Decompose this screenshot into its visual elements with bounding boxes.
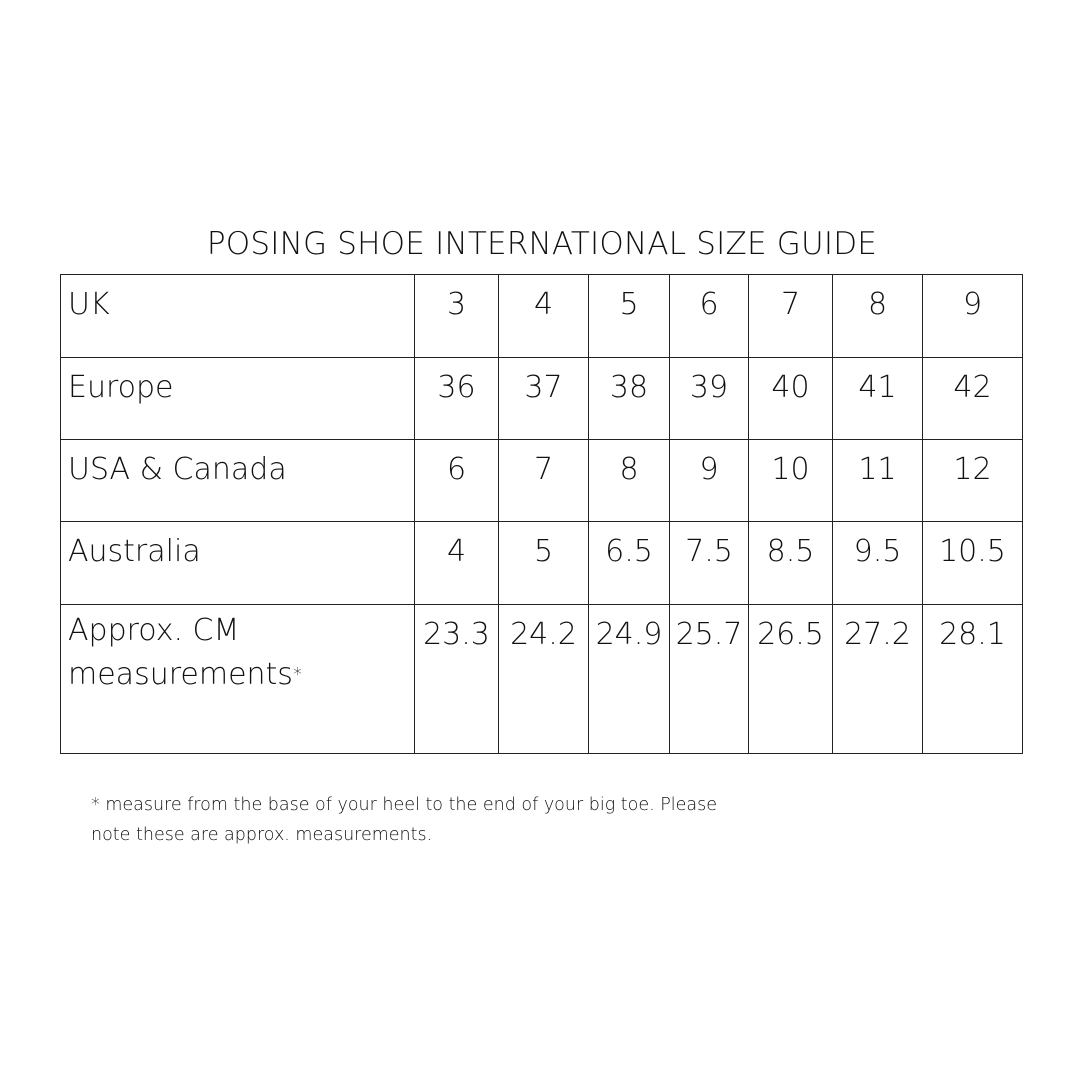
table-cell: 23.3: [414, 604, 499, 754]
row-label: USA & Canada: [60, 439, 415, 522]
size-guide-table: UK 3 4 5 6 7 8 9 Europe 36 37 38 39 40 41 42 USA & Canad…: [60, 274, 1023, 754]
table-cell: 9: [922, 274, 1023, 358]
table-row: Approx. CM measurements* 23.3 24.2 24.9 25.7 2…: [60, 604, 1023, 754]
table-cell: 5: [498, 521, 589, 605]
table-cell: 27.2: [832, 604, 923, 754]
table-cell: 38: [588, 357, 670, 440]
table-cell: 8.5: [748, 521, 833, 605]
footnote-line-1: * measure from the base of your heel to …: [91, 795, 718, 815]
table-cell: 6: [669, 274, 749, 358]
row-label: UK: [60, 274, 415, 358]
table-cell: 41: [832, 357, 923, 440]
table-cell: 6: [414, 439, 499, 522]
page-title: POSING SHOE INTERNATIONAL SIZE GUIDE: [206, 226, 878, 262]
footnote: * measure from the base of your heel to …: [91, 790, 717, 850]
row-label-line-2-text: measurements: [68, 657, 293, 692]
table-cell: 24.2: [498, 604, 589, 754]
table-cell: 4: [498, 274, 589, 358]
table-cell: 3: [414, 274, 499, 358]
table-cell: 7: [498, 439, 589, 522]
row-label: Europe: [60, 357, 415, 440]
table-cell: 4: [414, 521, 499, 605]
table-cell: 10.5: [922, 521, 1023, 605]
table-cell: 8: [832, 274, 923, 358]
row-label: Approx. CM measurements*: [60, 604, 415, 754]
table-cell: 24.9: [588, 604, 670, 754]
table-cell: 36: [414, 357, 499, 440]
table-cell: 12: [922, 439, 1023, 522]
row-label: Australia: [60, 521, 415, 605]
table-cell: 8: [588, 439, 670, 522]
table-cell: 7: [748, 274, 833, 358]
table-cell: 42: [922, 357, 1023, 440]
table-cell: 26.5: [748, 604, 833, 754]
table-cell: 6.5: [588, 521, 670, 605]
table-cell: 39: [669, 357, 749, 440]
table-cell: 40: [748, 357, 833, 440]
table-row: Europe 36 37 38 39 40 41 42: [60, 357, 1023, 440]
table-cell: 11: [832, 439, 923, 522]
asterisk-marker: *: [292, 664, 302, 685]
row-label-line-1: Approx. CM: [68, 613, 240, 648]
table-cell: 25.7: [669, 604, 749, 754]
table-cell: 9: [669, 439, 749, 522]
row-label-line-2: measurements*: [68, 653, 414, 697]
table-cell: 9.5: [832, 521, 923, 605]
footnote-line-2: note these are approx. measurements.: [91, 825, 433, 845]
table-cell: 37: [498, 357, 589, 440]
table-row: Australia 4 5 6.5 7.5 8.5 9.5 10.5: [60, 521, 1023, 605]
table-cell: 10: [748, 439, 833, 522]
table-cell: 5: [588, 274, 670, 358]
table-row: UK 3 4 5 6 7 8 9: [60, 274, 1023, 358]
table-row: USA & Canada 6 7 8 9 10 11 12: [60, 439, 1023, 522]
table-cell: 7.5: [669, 521, 749, 605]
table-cell: 28.1: [922, 604, 1023, 754]
